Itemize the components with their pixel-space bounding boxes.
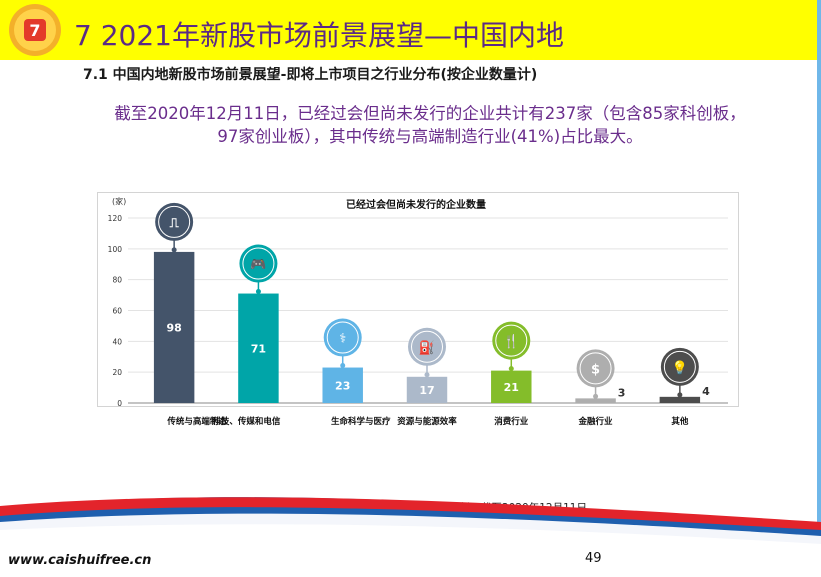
right-edge-bar xyxy=(817,0,821,577)
fork-knife-icon-bubble xyxy=(492,321,531,360)
y-tick-label: 80 xyxy=(112,276,122,285)
money-bag-icon: $ xyxy=(591,362,600,377)
page-number: 49 xyxy=(585,551,602,566)
x-tick-label: 资源与能源效率 xyxy=(397,417,457,427)
icon-stem-dot xyxy=(508,366,514,372)
summary-line-2: 97家创业板），其中传统与高端制造行业(41%)占比最大。 xyxy=(217,127,643,146)
x-tick-label: 传统与高端制造 xyxy=(167,417,227,427)
usb-icon: ⎍ xyxy=(170,216,180,231)
icon-ring xyxy=(326,321,359,354)
bar-value-label: 17 xyxy=(419,384,434,397)
bar xyxy=(659,396,701,403)
fork-knife-icon: 🍴 xyxy=(503,334,519,350)
stethoscope-icon-bubble xyxy=(323,318,362,357)
icon-stem-dot xyxy=(677,392,683,398)
x-tick-label: 生命科学与医疗 xyxy=(330,417,391,427)
fuel-pump-icon: ⛽ xyxy=(419,340,435,356)
lightbulb-icon: 💡 xyxy=(672,360,688,376)
title-bar xyxy=(0,0,821,60)
icon-ring xyxy=(158,205,191,238)
lightbulb-icon-bubble xyxy=(660,347,699,386)
company-logo: 7 xyxy=(9,4,61,56)
summary-text: 截至2020年12月11日，已经过会但尚未发行的企业共计有237家（包含85家科… xyxy=(90,102,770,148)
icon-ring xyxy=(495,324,528,357)
gamepad-icon-bubble xyxy=(239,244,278,283)
bar-value-label: 71 xyxy=(251,342,266,355)
y-tick-label: 120 xyxy=(108,214,123,223)
x-tick-label: 科技、传媒和电信 xyxy=(212,417,281,427)
icon-ring xyxy=(411,330,443,363)
svg-text:7: 7 xyxy=(29,21,40,40)
x-tick-label: 金融行业 xyxy=(578,417,613,427)
bar xyxy=(153,251,195,403)
money-bag-icon-bubble xyxy=(576,349,615,388)
section-subtitle: 7.1 中国内地新股市场前景展望-即将上市项目之行业分布(按企业数量计) xyxy=(83,67,538,83)
y-tick-label: 100 xyxy=(108,245,123,254)
footer-swoosh xyxy=(0,497,821,577)
bar-value-label: 23 xyxy=(335,379,350,392)
fuel-pump-icon-bubble xyxy=(408,327,446,366)
icon-stem-dot xyxy=(255,289,261,295)
chart-frame: 已经过会但尚未发行的企业数量 (家) 0 20 40 60 80 100 120 98 ⎍ 71 🎮 23… xyxy=(97,192,739,427)
summary-line-1: 截至2020年12月11日，已经过会但尚未发行的企业共计有237家（包含85家科… xyxy=(114,104,746,123)
usb-icon-bubble xyxy=(155,202,194,241)
y-axis-label: (家) xyxy=(112,196,126,206)
x-tick-label: 消费行业 xyxy=(494,417,529,427)
y-tick-label: 40 xyxy=(112,337,122,346)
icon-ring xyxy=(242,247,275,280)
y-tick-label: 60 xyxy=(112,307,122,316)
y-tick-label: 20 xyxy=(112,368,122,377)
chart-title: 已经过会但尚未发行的企业数量 xyxy=(346,198,486,211)
website-url[interactable]: www.caishuifree.cn xyxy=(8,553,152,568)
bar-value-label: 4 xyxy=(702,385,710,398)
bar-chart: 已经过会但尚未发行的企业数量 (家) 0 20 40 60 80 100 120 98 ⎍ 71 🎮 23… xyxy=(108,196,728,406)
bar xyxy=(491,370,532,403)
icon-stem-dot xyxy=(424,372,430,378)
bar xyxy=(406,376,448,403)
bar-value-label: 98 xyxy=(166,321,181,334)
page-title: 7 2021年新股市场前景展望—中国内地 xyxy=(74,19,564,52)
bar-value-label: 21 xyxy=(504,381,519,394)
icon-stem-dot xyxy=(340,363,346,369)
gamepad-icon: 🎮 xyxy=(250,258,266,273)
bar-value-label: 3 xyxy=(618,386,626,399)
stethoscope-icon: ⚕ xyxy=(339,332,346,347)
icon-stem-dot xyxy=(593,393,599,399)
y-tick-label: 0 xyxy=(117,399,122,406)
bar xyxy=(322,367,363,403)
icon-ring xyxy=(663,350,696,383)
icon-stem-dot xyxy=(171,247,177,253)
bar xyxy=(238,293,279,403)
bar xyxy=(575,398,616,403)
icon-ring xyxy=(579,352,612,385)
x-tick-label: 其他 xyxy=(671,417,689,427)
